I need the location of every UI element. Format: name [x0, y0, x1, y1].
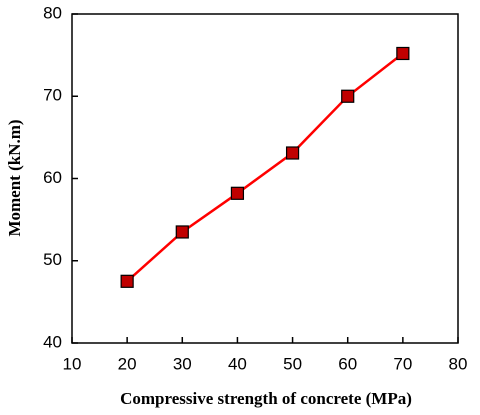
data-point — [230, 186, 245, 200]
y-tick-label: 60 — [43, 168, 62, 187]
y-tick-label: 70 — [43, 86, 62, 105]
data-point — [120, 274, 134, 288]
data-point — [341, 89, 355, 103]
y-tick-label: 80 — [43, 3, 62, 22]
x-tick-label: 70 — [393, 354, 412, 373]
data-point — [396, 46, 410, 61]
plot-frame — [71, 13, 459, 344]
x-tick-label: 20 — [118, 354, 137, 373]
data-point — [285, 146, 300, 160]
x-tick-label: 40 — [228, 354, 247, 373]
y-axis-label: Moment (kN.m) — [5, 119, 24, 236]
data-point — [175, 225, 189, 239]
x-tick-label: 80 — [449, 354, 468, 373]
y-tick-label: 40 — [43, 332, 62, 351]
x-tick-label: 10 — [63, 354, 82, 373]
x-tick-label: 60 — [338, 354, 357, 373]
x-axis-label: Compressive strength of concrete (MPa) — [120, 389, 412, 408]
y-tick-label: 50 — [43, 250, 62, 269]
x-tick-label: 30 — [173, 354, 192, 373]
data-line — [126, 52, 404, 283]
x-tick-label: 50 — [283, 354, 302, 373]
